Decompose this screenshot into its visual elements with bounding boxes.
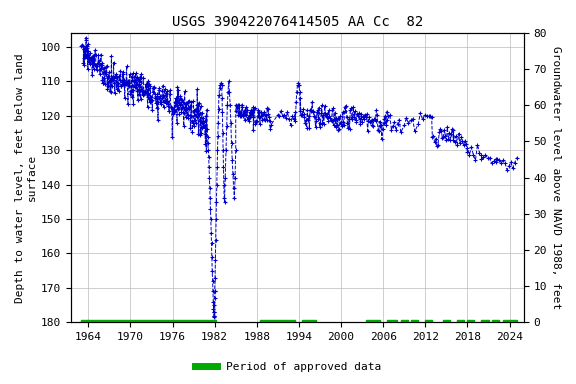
Y-axis label: Groundwater level above NAVD 1988, feet: Groundwater level above NAVD 1988, feet [551, 46, 561, 309]
Legend: Period of approved data: Period of approved data [191, 358, 385, 377]
Title: USGS 390422076414505 AA Cc  82: USGS 390422076414505 AA Cc 82 [172, 15, 423, 29]
Y-axis label: Depth to water level, feet below land
surface: Depth to water level, feet below land su… [15, 53, 37, 303]
